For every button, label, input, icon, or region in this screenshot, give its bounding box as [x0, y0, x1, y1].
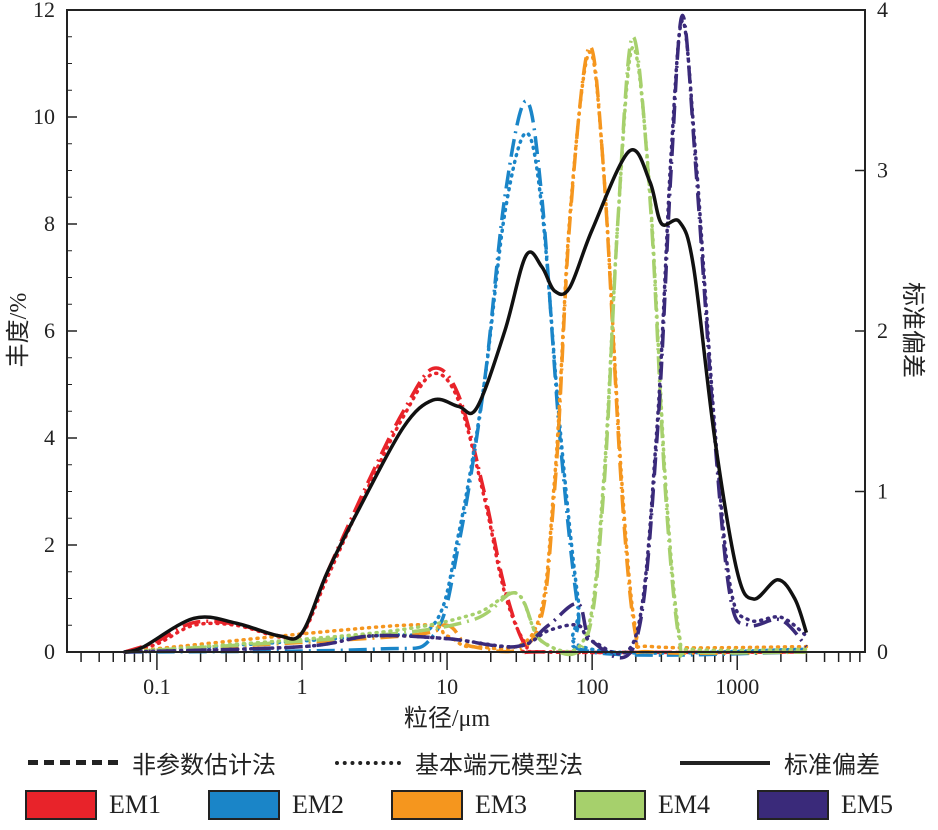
- em1-nonparametric-line: [124, 366, 807, 655]
- legend-em5: EM5: [757, 790, 893, 820]
- legend-std: 标准偏差: [680, 745, 880, 780]
- legend-em4: EM4: [574, 790, 710, 820]
- y-tick-label: 10: [33, 104, 55, 129]
- color-swatch: [25, 790, 97, 820]
- x-tick-label: 100: [576, 674, 609, 699]
- legend-label: EM2: [292, 790, 344, 819]
- legend-label: 非参数估计法: [132, 751, 276, 779]
- em4-nonparametric-line: [124, 34, 807, 658]
- x-axis-label: 粒径/μm: [404, 705, 491, 732]
- color-swatch: [208, 790, 280, 820]
- y-tick-label: 4: [44, 425, 55, 450]
- em5-nonparametric-line: [124, 13, 808, 660]
- legend-em2: EM2: [208, 790, 344, 820]
- legend-label: EM4: [658, 790, 710, 819]
- legend-label: EM1: [109, 790, 161, 819]
- legend-em3: EM3: [391, 790, 527, 820]
- y-tick-label: 12: [33, 0, 55, 22]
- em2-nonparametric-line: [124, 99, 807, 657]
- y-axis-label: 丰度/%: [5, 293, 32, 368]
- y2-axis-label: 标准偏差: [899, 282, 926, 378]
- color-swatch: [391, 790, 463, 820]
- dashed-line-swatch: [28, 760, 118, 765]
- y2-tick-label: 2: [877, 318, 888, 343]
- plot-frame: [66, 9, 866, 653]
- x-tick-label: 10: [436, 674, 458, 699]
- color-swatch: [757, 790, 829, 820]
- y2-tick-label: 3: [877, 158, 888, 183]
- legend-label: 基本端元模型法: [415, 751, 583, 779]
- legend-label: 标准偏差: [784, 751, 880, 779]
- color-swatch: [574, 790, 646, 820]
- y-tick-label: 6: [44, 318, 55, 343]
- y2-tick-label: 1: [877, 479, 888, 504]
- x-tick-label: 1: [296, 674, 307, 699]
- legend-nonparametric: 非参数估计法: [28, 745, 276, 780]
- y-tick-label: 8: [44, 211, 55, 236]
- x-tick-label: 1000: [715, 674, 759, 699]
- em2-bem-line: [122, 131, 809, 655]
- legend-em1: EM1: [25, 790, 161, 820]
- y2-tick-label: 0: [877, 639, 888, 664]
- x-tick-label: 0.1: [143, 674, 171, 699]
- legend-label: EM3: [475, 790, 527, 819]
- y-tick-label: 0: [44, 639, 55, 664]
- em5-bem-line: [122, 18, 809, 656]
- solid-line-swatch: [680, 760, 770, 765]
- y-tick-label: 2: [44, 532, 55, 557]
- y2-tick-label: 4: [877, 0, 888, 22]
- legend-label: EM5: [841, 790, 893, 819]
- legend-bem: 基本端元模型法: [335, 745, 583, 780]
- std-dev-line: [124, 148, 809, 654]
- dotted-line-swatch: [335, 760, 401, 765]
